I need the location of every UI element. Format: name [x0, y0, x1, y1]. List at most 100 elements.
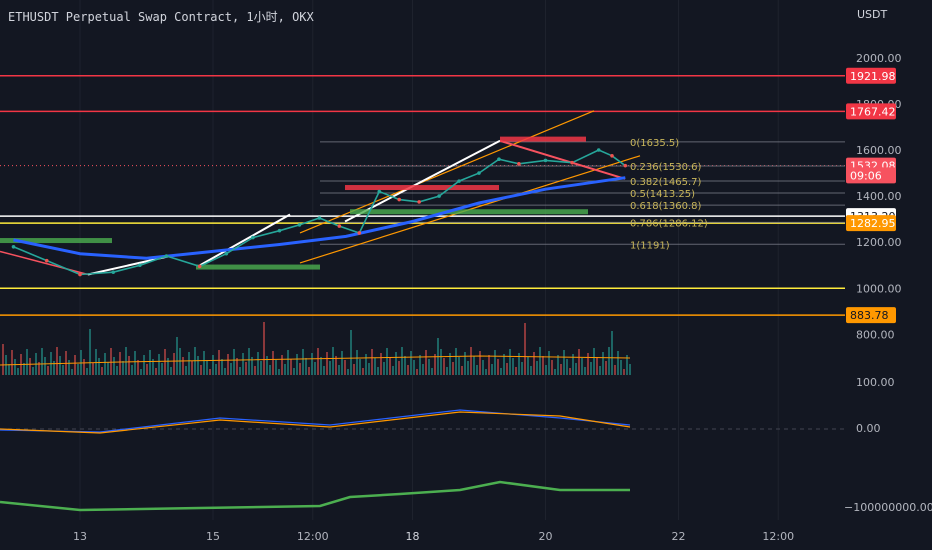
- volume-bar: [434, 354, 436, 375]
- volume-bar: [461, 366, 463, 375]
- chart-title: ETHUSDT Perpetual Swap Contract, 1小时, OK…: [8, 10, 314, 24]
- volume-bar: [182, 357, 184, 375]
- support-zone-3: [350, 209, 588, 215]
- price-point: [78, 272, 82, 277]
- volume-bar: [101, 367, 103, 375]
- swing-line-2: [199, 213, 291, 267]
- price-point: [164, 254, 169, 258]
- volume-bar: [221, 359, 223, 375]
- volume-bar: [575, 363, 577, 375]
- swing-line-0: [0, 250, 89, 276]
- volume-bar: [41, 348, 43, 375]
- macd-line: [0, 409, 631, 433]
- swing-line-4: [499, 139, 626, 180]
- volume-bar: [419, 355, 421, 375]
- support-zone-2: [196, 264, 320, 270]
- volume-bar: [17, 368, 19, 375]
- volume-bar: [293, 368, 295, 375]
- volume-bar: [302, 349, 304, 375]
- price-point: [317, 216, 322, 220]
- volume-bar: [257, 352, 259, 375]
- volume-bar: [308, 367, 310, 375]
- volume-bar: [359, 359, 361, 375]
- volume-bar: [386, 348, 388, 375]
- volume-bar: [263, 322, 265, 375]
- volume-bar: [485, 369, 487, 375]
- volume-bar: [107, 362, 109, 375]
- price-point: [357, 231, 362, 235]
- volume-bar: [242, 353, 244, 375]
- price-point: [457, 179, 461, 183]
- time-tick-5: 22: [672, 530, 686, 543]
- price-point: [397, 197, 402, 202]
- volume-bar: [518, 353, 520, 375]
- volume-bar: [446, 367, 448, 375]
- volume-bar: [284, 364, 286, 375]
- volume-bar: [341, 351, 343, 375]
- volume-bar: [281, 355, 283, 375]
- volume-bar: [56, 347, 58, 375]
- price-point: [11, 245, 16, 249]
- volume-bar: [314, 362, 316, 375]
- volume-bar: [368, 363, 370, 375]
- volume-bar: [347, 369, 349, 375]
- obv-line: [0, 480, 630, 512]
- volume-bar: [377, 367, 379, 375]
- price-point: [543, 158, 548, 163]
- volume-bar: [542, 356, 544, 375]
- volume-bar: [260, 361, 262, 375]
- volume-bar: [476, 365, 478, 375]
- volume-bar: [572, 354, 574, 375]
- moving-average-line: [13, 176, 626, 260]
- volume-bar: [452, 362, 454, 375]
- volume-bar: [113, 357, 115, 375]
- time-tick-0: 13: [73, 530, 87, 543]
- volume-bar: [488, 355, 490, 375]
- time-tick-1: 15: [206, 530, 220, 543]
- price-tag-bg-0: [846, 67, 896, 84]
- volume-bar: [296, 354, 298, 375]
- volume-bar: [623, 369, 625, 375]
- volume-bar: [116, 366, 118, 375]
- oscillator-tick-0: 0.00: [856, 422, 881, 435]
- volume-bar: [59, 356, 61, 375]
- fib-label-5: 0.786(1286.12): [630, 218, 708, 229]
- fib-label-3: 0.5(1413.25): [630, 189, 695, 200]
- volume-bar: [212, 355, 214, 375]
- volume-bar: [608, 347, 610, 375]
- volume-bar: [554, 369, 556, 375]
- price-tick-2: 1600.00: [856, 144, 902, 157]
- volume-bar: [551, 360, 553, 375]
- volume-bar: [287, 350, 289, 375]
- volume-bar: [470, 347, 472, 375]
- volume-bar: [626, 355, 628, 375]
- volume-bar: [164, 349, 166, 375]
- volume-bar: [320, 357, 322, 375]
- volume-bar: [425, 350, 427, 375]
- volume-bar: [590, 362, 592, 375]
- price-point: [111, 270, 116, 274]
- volume-bar: [455, 348, 457, 375]
- volume-bar: [146, 364, 148, 375]
- volume-bar: [338, 365, 340, 375]
- volume-bar: [449, 353, 451, 375]
- volume-bar: [206, 360, 208, 375]
- volume-bar: [530, 366, 532, 375]
- volume-bar: [131, 365, 133, 375]
- price-tag-6: 883.78: [850, 309, 889, 322]
- volume-bar: [161, 363, 163, 375]
- volume-bar: [344, 360, 346, 375]
- volume-bar: [365, 354, 367, 375]
- volume-bar: [197, 356, 199, 375]
- price-point: [297, 223, 302, 227]
- volume-bar: [224, 368, 226, 375]
- volume-bar: [170, 367, 172, 375]
- volume-bar: [71, 369, 73, 375]
- fib-label-0: 0(1635.5): [630, 138, 679, 149]
- price-tag-bg-6: [846, 307, 896, 324]
- volume-bar: [44, 357, 46, 375]
- price-axis-panel: [847, 0, 932, 550]
- price-tag-bg-1: [846, 103, 896, 120]
- volume-bar: [599, 366, 601, 375]
